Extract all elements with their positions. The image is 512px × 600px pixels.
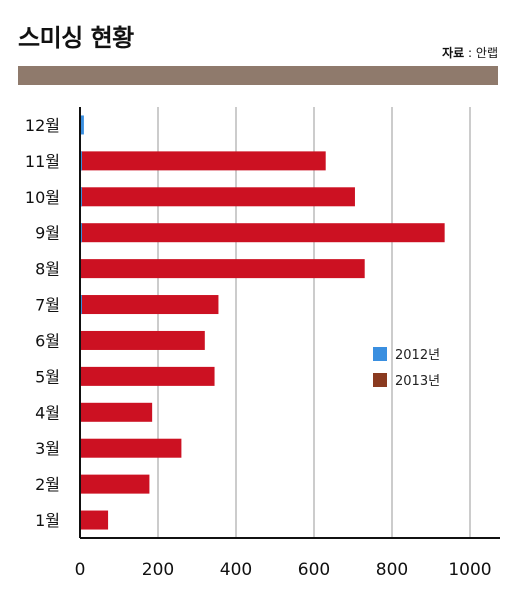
source-note: 자료 : 안랩	[442, 44, 498, 61]
source-label: 자료	[442, 46, 465, 60]
category-label: 4월	[35, 403, 60, 422]
source-value: 안랩	[475, 46, 498, 60]
bar-2013	[80, 295, 219, 315]
source-separator: :	[464, 46, 476, 60]
bar-2013	[80, 151, 326, 171]
x-tick-label: 200	[142, 560, 174, 580]
x-tick-label: 0	[75, 560, 86, 580]
legend-label: 2012년	[395, 348, 440, 363]
bar-2013	[80, 438, 182, 458]
x-tick-label: 600	[298, 560, 330, 580]
category-label: 8월	[35, 260, 60, 279]
category-label: 5월	[35, 367, 60, 386]
category-label: 10월	[25, 188, 60, 207]
category-label: 9월	[35, 224, 60, 243]
bar-2013	[80, 510, 109, 530]
header-band	[18, 66, 498, 85]
category-label: 1월	[35, 511, 60, 530]
bar-2013	[80, 223, 445, 243]
x-tick-label: 800	[376, 560, 408, 580]
legend-label: 2013년	[395, 374, 440, 389]
category-label: 12월	[25, 116, 60, 135]
bar-2013	[80, 474, 150, 494]
bar-2013	[80, 366, 215, 386]
chart-title: 스미싱 현황	[18, 24, 134, 52]
bar-2013	[80, 402, 153, 422]
x-tick-label: 1000	[448, 560, 491, 580]
category-label: 6월	[35, 331, 60, 350]
bar-2013	[80, 259, 365, 279]
category-label: 3월	[35, 439, 60, 458]
bar-2013	[80, 187, 355, 207]
category-label: 2월	[35, 475, 60, 494]
category-label: 7월	[35, 296, 60, 315]
legend-swatch	[373, 373, 387, 387]
legend-swatch	[373, 347, 387, 361]
bar-2012	[80, 115, 84, 135]
bar-2013	[80, 330, 205, 350]
category-label: 11월	[25, 152, 60, 171]
x-tick-label: 400	[220, 560, 252, 580]
